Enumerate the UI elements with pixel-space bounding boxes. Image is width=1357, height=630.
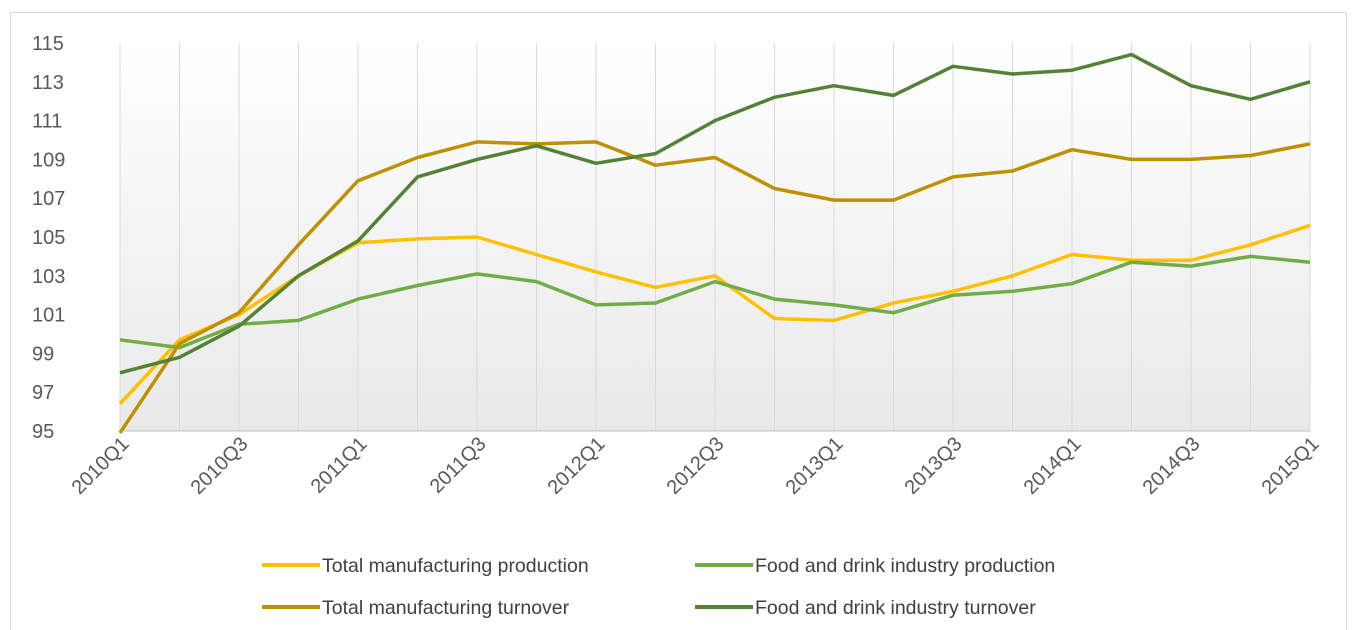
series-line-4 [119, 52, 1311, 375]
legend-label-4: Food and drink industry turnover [755, 597, 1036, 619]
x-tick-label: 2011Q1 [307, 433, 372, 498]
y-tick-label: 109 [32, 149, 65, 171]
series-line-2 [119, 254, 1311, 350]
y-tick-label: 95 [32, 421, 54, 443]
gridlines [119, 43, 1311, 431]
y-axis: 95 97 99 101 103 105 107 109 111 113 115 [32, 33, 65, 443]
y-tick-label: 111 [32, 111, 62, 133]
y-tick-label: 105 [32, 227, 65, 249]
legend-label-2: Food and drink industry production [755, 555, 1055, 577]
series-lines [118, 52, 1311, 434]
series-line-3 [118, 140, 1311, 434]
x-tick-label: 2014Q1 [1020, 433, 1086, 499]
x-axis: 2010Q1 2010Q3 2011Q1 2011Q3 2012Q1 2012Q3 2013… [68, 430, 1324, 499]
legend-label-1: Total manufacturing production [322, 555, 589, 577]
x-tick-label: 2012Q1 [544, 433, 610, 499]
y-tick-label: 97 [32, 382, 54, 404]
chart-frame [10, 12, 1347, 630]
x-tick-label: 2012Q3 [663, 433, 729, 499]
x-tick-label: 2015Q1 [1258, 433, 1324, 499]
y-tick-label: 103 [32, 266, 65, 288]
x-tick-label: 2010Q3 [187, 433, 253, 499]
y-tick-label: 101 [32, 305, 65, 327]
x-tick-label: 2010Q1 [68, 433, 134, 499]
y-tick-label: 99 [32, 343, 54, 365]
x-tick-label: 2014Q3 [1139, 433, 1205, 499]
legend-label-3: Total manufacturing turnover [322, 597, 570, 619]
x-tick-label: 2013Q3 [901, 433, 967, 499]
legend: Total manufacturing production Food and d… [262, 555, 1055, 619]
x-tick-label: 2013Q1 [782, 433, 848, 499]
x-tick-label: 2011Q3 [426, 433, 491, 498]
y-tick-label: 115 [32, 33, 64, 55]
y-tick-label: 113 [32, 72, 64, 94]
y-tick-label: 107 [32, 188, 65, 210]
